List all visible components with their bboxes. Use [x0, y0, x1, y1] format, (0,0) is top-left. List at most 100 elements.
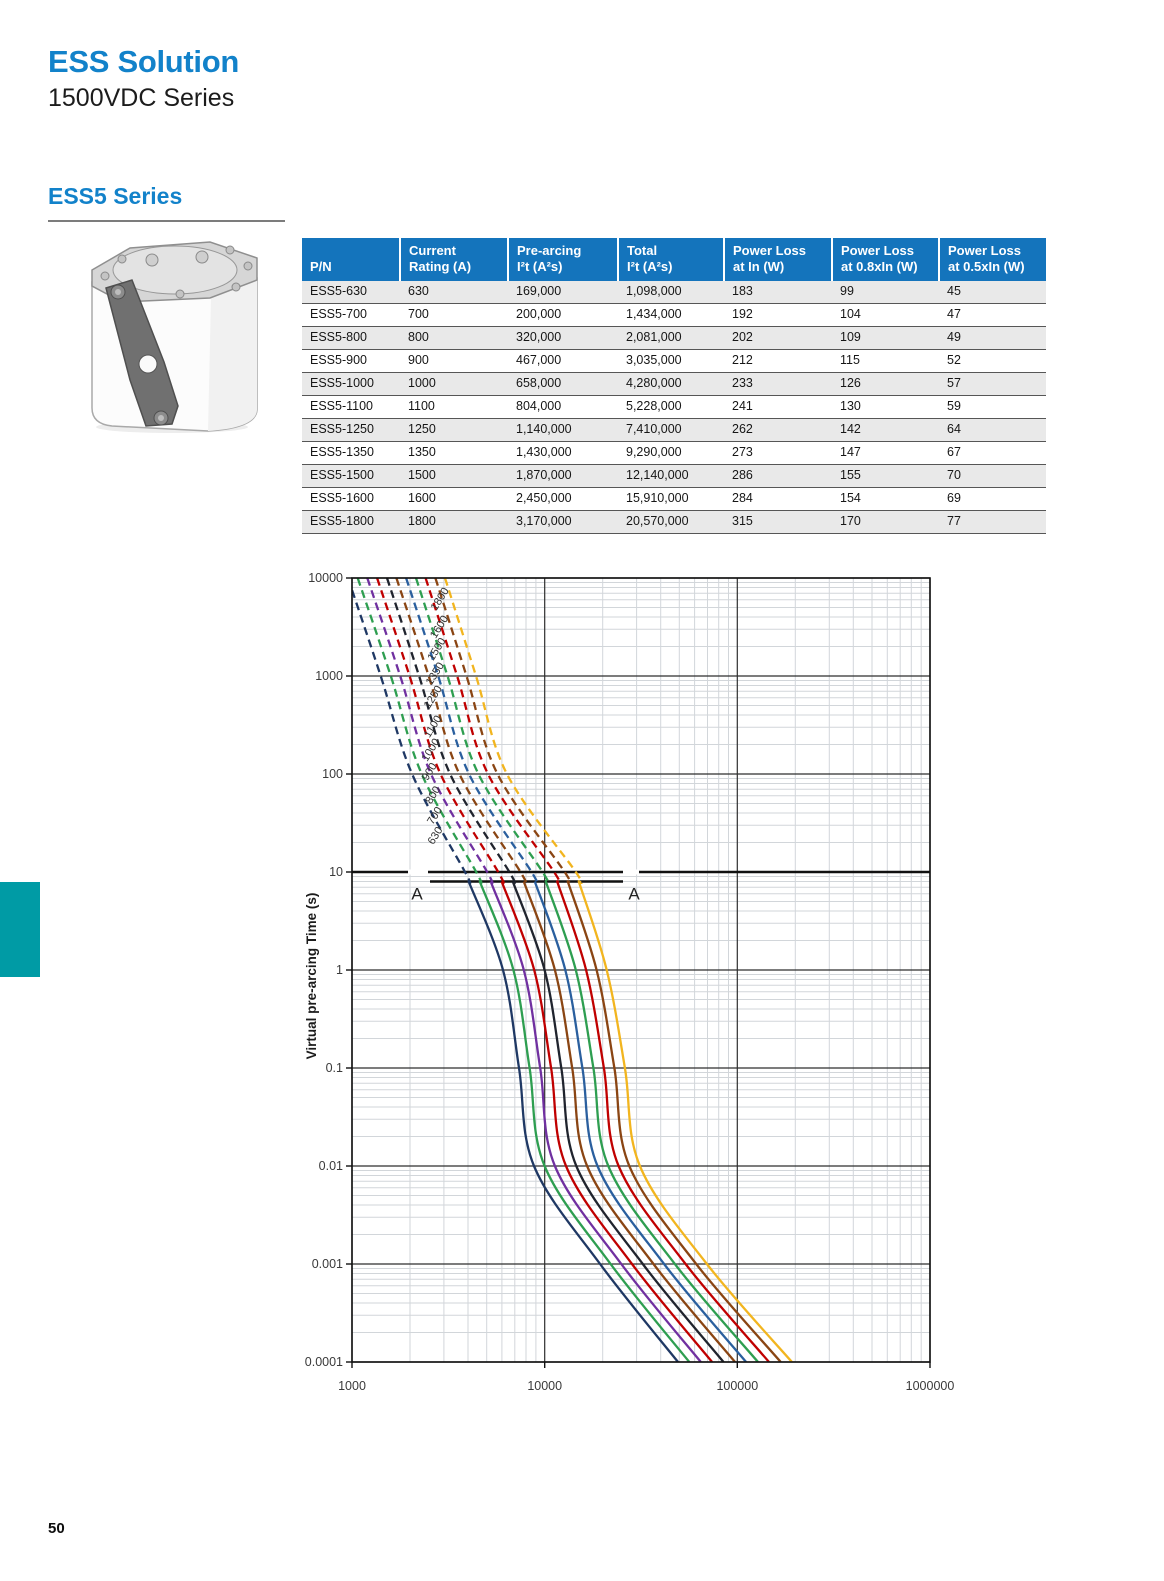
curve-630 — [467, 881, 679, 1362]
cell: ESS5-900 — [310, 352, 367, 367]
curve-1800-prearc — [443, 578, 583, 885]
section-title: ESS5 Series — [48, 183, 183, 209]
cell: 284 — [732, 490, 753, 505]
cell: 1,870,000 — [516, 467, 572, 482]
cell: 1,430,000 — [516, 444, 572, 459]
column-header: Power Loss at 0.8xIn (W) — [831, 238, 939, 281]
table-row: ESS5-1600 1600 2,450,000 15,910,000 284 154 69 — [302, 487, 1046, 510]
cell: 262 — [732, 421, 753, 436]
table-row: ESS5-800 800 320,000 2,081,000 202 109 49 — [302, 326, 1046, 350]
cell: 467,000 — [516, 352, 562, 367]
svg-text:10000: 10000 — [527, 1379, 562, 1393]
curve-1350-prearc — [414, 578, 550, 885]
column-header: Power Loss at 0.5xIn (W) — [938, 238, 1046, 281]
marker-label-left: A — [411, 885, 423, 904]
curve-1000 — [511, 881, 725, 1362]
table-row: ESS5-1350 1350 1,430,000 9,290,000 273 147 67 — [302, 441, 1046, 464]
cell: ESS5-800 — [310, 329, 367, 344]
cell: 64 — [947, 421, 961, 436]
cell: 212 — [732, 352, 753, 367]
table-row: ESS5-1250 1250 1,140,000 7,410,000 262 142 64 — [302, 418, 1046, 442]
cell: 155 — [840, 467, 861, 482]
cell: 315 — [732, 513, 753, 528]
cell: 1000 — [408, 375, 436, 390]
cell: 109 — [840, 329, 861, 344]
cell: 2,081,000 — [626, 329, 682, 344]
cell: 1,434,000 — [626, 306, 682, 321]
cell: 1800 — [408, 513, 436, 528]
table-row: ESS5-1800 1800 3,170,000 20,570,000 315 170 77 — [302, 510, 1046, 534]
curve-1100-prearc — [395, 578, 528, 885]
curve-700-prearc — [356, 578, 483, 885]
cell: 142 — [840, 421, 861, 436]
svg-text:100: 100 — [322, 767, 343, 781]
cell: 15,910,000 — [626, 490, 689, 505]
spec-table-body: ESS5-630 630 169,000 1,098,000 183 99 45 ESS5-7… — [302, 280, 1046, 534]
curve-800-prearc — [366, 578, 494, 885]
cell: 1500 — [408, 467, 436, 482]
cell: 800 — [408, 329, 429, 344]
product-photo — [91, 241, 258, 433]
cell: 630 — [408, 283, 429, 298]
curve-900 — [500, 881, 713, 1362]
cell: ESS5-630 — [310, 283, 367, 298]
cell: 1,098,000 — [626, 283, 682, 298]
page-title: ESS Solution — [48, 44, 240, 79]
tcc-chart-svg: A A63070080090010001100125013501500160018… — [304, 571, 954, 1393]
time-current-chart: A A 630 700 800 900 1000 1100 1250 1350 1500 1600 18… — [290, 556, 990, 1416]
table-row: ESS5-700 700 200,000 1,434,000 192 104 47 — [302, 303, 1046, 326]
cell: 1100 — [408, 398, 435, 413]
cell: 658,000 — [516, 375, 562, 390]
cell: 1250 — [408, 421, 436, 436]
cell: ESS5-1800 — [310, 513, 374, 528]
column-header: Current Rating (A) — [399, 238, 508, 281]
cell: ESS5-700 — [310, 306, 367, 321]
cell: 70 — [947, 467, 961, 482]
cell: 192 — [732, 306, 753, 321]
cell: 57 — [947, 375, 961, 390]
page-edge-tab — [0, 882, 40, 977]
cell: 12,140,000 — [626, 467, 689, 482]
curve-1600-prearc — [434, 578, 572, 885]
cell: 9,290,000 — [626, 444, 682, 459]
cell: 4,280,000 — [626, 375, 682, 390]
cell: 320,000 — [516, 329, 562, 344]
curve-1250-prearc — [405, 578, 539, 885]
cell: 5,228,000 — [626, 398, 682, 413]
curve-1600 — [566, 881, 782, 1362]
cell: 126 — [840, 375, 861, 390]
curve-1000-prearc — [385, 578, 517, 885]
cell: 69 — [947, 490, 961, 505]
cell: ESS5-1000 — [310, 375, 374, 390]
curve-1500 — [556, 881, 770, 1362]
page-subtitle: 1500VDC Series — [48, 84, 235, 112]
cell: 2,450,000 — [516, 490, 572, 505]
cell: 900 — [408, 352, 429, 367]
curve-1250 — [533, 881, 747, 1362]
curve-1350 — [544, 881, 759, 1362]
cell: 1350 — [408, 444, 436, 459]
cell: 183 — [732, 283, 753, 298]
cell: ESS5-1100 — [310, 398, 374, 413]
curve-700 — [478, 881, 691, 1362]
curve-800 — [489, 881, 702, 1362]
y-axis-title: Virtual pre-arcing Time (s) — [304, 893, 319, 1060]
cell: 200,000 — [516, 306, 562, 321]
svg-text:0.01: 0.01 — [319, 1159, 343, 1173]
marker-label-right: A — [628, 885, 640, 904]
column-header: Total I²t (A²s) — [617, 238, 724, 281]
svg-text:1: 1 — [336, 963, 343, 977]
svg-text:1000: 1000 — [315, 669, 343, 683]
cell: 700 — [408, 306, 429, 321]
cell: 1600 — [408, 490, 436, 505]
svg-text:0.001: 0.001 — [312, 1257, 343, 1271]
cell: 115 — [840, 352, 860, 367]
cell: 67 — [947, 444, 961, 459]
svg-text:100000: 100000 — [716, 1379, 758, 1393]
table-row: ESS5-1000 1000 658,000 4,280,000 233 126 57 — [302, 372, 1046, 396]
cell: 170 — [840, 513, 861, 528]
cell: 99 — [840, 283, 854, 298]
curve-900-prearc — [376, 578, 505, 885]
svg-text:0.1: 0.1 — [326, 1061, 343, 1075]
